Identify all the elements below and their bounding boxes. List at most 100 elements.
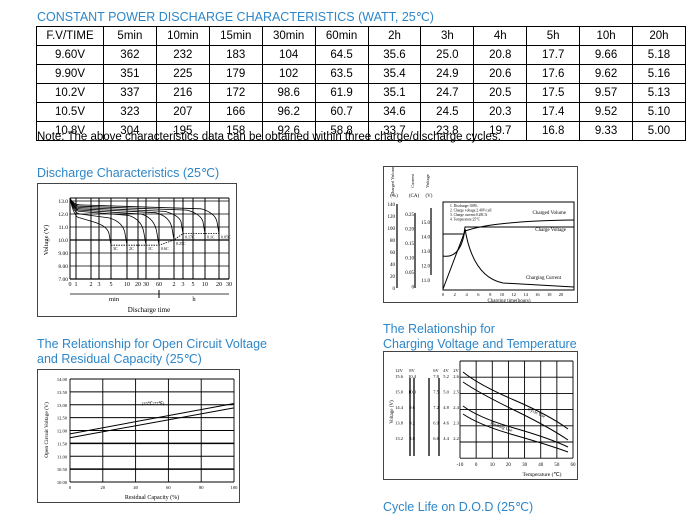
voltage-value: 6.9 — [433, 421, 439, 426]
axis-title: Current — [410, 173, 415, 187]
table-cell: 25.0 — [420, 45, 475, 65]
table-cell: 35.4 — [367, 64, 422, 84]
ocv-plot: 14.00 13.50 13.00 12.50 12.00 11.50 11.00 10.50… — [43, 377, 238, 501]
voltage-value: 7.5 — [433, 390, 439, 395]
table-cell: 183 — [208, 45, 263, 65]
power-discharge-table: F.V/TIME 5min 10min 15min 30min 60min 2h 3h 4h 5h… — [36, 26, 686, 141]
pct-tick: 120 — [388, 215, 396, 220]
table-cell: 20.6 — [473, 64, 528, 84]
pct-tick: 40 — [390, 263, 396, 268]
x-tick: 10 — [490, 463, 496, 468]
x-tick: 2 — [90, 282, 93, 288]
table-cell: 225 — [155, 64, 210, 84]
x-tick: 6 — [477, 292, 480, 297]
column-header: 4h — [473, 26, 528, 46]
table-cell: 362 — [102, 45, 157, 65]
unit-min: min — [109, 296, 120, 303]
x-tick: 20 — [216, 282, 222, 288]
v-tick: 15.0 — [421, 221, 430, 226]
table-cell: 351 — [102, 64, 157, 84]
curve-label: 1C — [148, 246, 153, 251]
y-tick: 12.50 — [57, 416, 68, 421]
table-cell: 23.8 — [420, 121, 475, 141]
table-cell: 17.6 — [526, 64, 581, 84]
column-header: 5h — [526, 26, 581, 46]
table-cell: 5.16 — [631, 64, 686, 84]
pct-tick: 100 — [388, 227, 396, 232]
y-tick: 12.00 — [57, 429, 68, 434]
table-cell: 172 — [208, 83, 263, 103]
table-title: CONSTANT POWER DISCHARGE CHARACTERISTICS… — [37, 10, 434, 24]
row-voltage-cell: 9.90V — [36, 64, 104, 84]
table-cell: 92.6 — [261, 121, 316, 141]
temp-chart: -10 0 10 20 30 40 50 60 Temperature (℃) 12V 8V 6V 4V… — [383, 351, 578, 480]
table-cell: 17.4 — [526, 102, 581, 122]
x-tick: 40 — [538, 463, 544, 468]
voltage-value: 7.8 — [433, 374, 439, 379]
ca-tick: 0.05 — [405, 271, 414, 276]
ocv-annotation: (25℃/77℉) — [142, 401, 165, 406]
curve-label: 2C — [129, 246, 134, 251]
v-tick: 13.0 — [421, 250, 430, 255]
charging-plot: Charged Volume(%)Current(CA)Voltage(V)14… — [388, 166, 575, 304]
voltage-value: 9.2 — [409, 421, 415, 426]
voltage-value: 5.2 — [443, 374, 449, 379]
table-cell: 5.00 — [631, 121, 686, 141]
column-header: 30min — [261, 26, 316, 46]
table-cell: 179 — [208, 64, 263, 84]
charge-note: 2. Charge voltage:2.40V/cell — [450, 209, 491, 213]
table-row: 10.2V 337 216 172 98.6 61.9 35.1 24.7 20.5 17.5 9.… — [36, 83, 686, 103]
row-voltage-cell: 10.5V — [36, 102, 104, 122]
voltage-value: 7.2 — [433, 405, 439, 410]
x-tick: 20 — [101, 485, 106, 490]
table-cell: 216 — [155, 83, 210, 103]
x-tick: 60 — [166, 485, 171, 490]
charged-volume-curve — [442, 219, 575, 290]
curve — [69, 198, 184, 234]
y-tick: 11.0 — [59, 225, 69, 231]
y-tick: 13.0 — [58, 199, 68, 205]
series-label: Charging Current — [526, 276, 562, 281]
table-cell: 323 — [102, 102, 157, 122]
y-tick: 13.50 — [57, 390, 68, 395]
x-tick: 3 — [182, 282, 185, 288]
curve — [69, 198, 206, 234]
ocv-chart: 14.00 13.50 13.00 12.50 12.00 11.50 11.00 10.50… — [37, 369, 240, 503]
voltage-value: 13.8 — [395, 421, 404, 426]
table-cell: 5.10 — [631, 102, 686, 122]
y-axis-label: Open Circuit Voltage (V) — [43, 402, 50, 458]
column-header: 2h — [367, 26, 422, 46]
plot-frame — [442, 201, 575, 291]
discharge-chart: 13.0 12.0 11.0 10.0 9.00 8.00 7.00 0 1 2 3 5 10 20 30 6… — [37, 183, 237, 317]
y-tick: 7.00 — [58, 277, 68, 283]
row-voltage-cell: 9.60V — [36, 45, 104, 65]
x-tick: 2 — [454, 292, 456, 297]
curve — [69, 198, 112, 246]
table-cell: 33.7 — [367, 121, 422, 141]
v-tick: 11.0 — [421, 279, 430, 284]
voltage-value: 9.6 — [409, 405, 415, 410]
ca-tick: 0.15 — [405, 242, 414, 247]
axis-title: Charged Volume — [390, 167, 395, 196]
pct-tick: 60 — [390, 251, 396, 256]
row-voltage-cell: 10.2V — [36, 83, 104, 103]
x-tick: 12 — [512, 292, 517, 297]
axis-title: Voltage — [425, 174, 430, 188]
curve — [69, 198, 175, 241]
pct-tick: 20 — [390, 275, 396, 280]
x-tick: 20 — [135, 282, 141, 288]
y-axis-label: Voltage (V) — [390, 400, 395, 424]
x-tick: 10 — [500, 292, 505, 297]
table-header-row: F.V/TIME 5min 10min 15min 30min 60min 2h 3h 4h 5h… — [36, 26, 686, 46]
voltage-value: 2.2 — [453, 436, 459, 441]
table-cell: 24.7 — [420, 83, 475, 103]
table-cell: 9.66 — [579, 45, 633, 65]
x-tick: 0 — [69, 485, 72, 490]
ocv-upper-line — [69, 402, 235, 435]
x-tick: 5 — [192, 282, 195, 288]
ocv-title-2: and Residual Capacity (25℃) — [37, 352, 202, 366]
column-header: 3h — [420, 26, 475, 46]
voltage-value: 13.2 — [395, 436, 403, 441]
x-tick: -10 — [457, 463, 464, 468]
column-header: 10min — [155, 26, 210, 46]
